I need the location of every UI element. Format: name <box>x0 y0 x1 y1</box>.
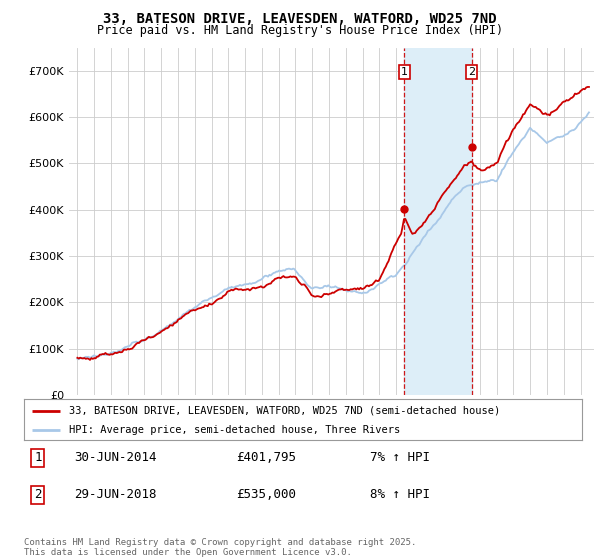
Text: 33, BATESON DRIVE, LEAVESDEN, WATFORD, WD25 7ND: 33, BATESON DRIVE, LEAVESDEN, WATFORD, W… <box>103 12 497 26</box>
Text: 8% ↑ HPI: 8% ↑ HPI <box>370 488 430 501</box>
Text: Price paid vs. HM Land Registry's House Price Index (HPI): Price paid vs. HM Land Registry's House … <box>97 24 503 36</box>
Text: 7% ↑ HPI: 7% ↑ HPI <box>370 451 430 464</box>
Text: 33, BATESON DRIVE, LEAVESDEN, WATFORD, WD25 7ND (semi-detached house): 33, BATESON DRIVE, LEAVESDEN, WATFORD, W… <box>68 405 500 416</box>
Text: 2: 2 <box>34 488 42 501</box>
Text: 1: 1 <box>401 67 408 77</box>
Bar <box>404 48 472 395</box>
Text: £535,000: £535,000 <box>236 488 296 501</box>
Text: 1: 1 <box>34 451 42 464</box>
Text: HPI: Average price, semi-detached house, Three Rivers: HPI: Average price, semi-detached house,… <box>68 424 400 435</box>
Text: 2: 2 <box>468 67 475 77</box>
Text: 29-JUN-2018: 29-JUN-2018 <box>74 488 157 501</box>
Text: £401,795: £401,795 <box>236 451 296 464</box>
Text: Contains HM Land Registry data © Crown copyright and database right 2025.
This d: Contains HM Land Registry data © Crown c… <box>24 538 416 557</box>
Text: 30-JUN-2014: 30-JUN-2014 <box>74 451 157 464</box>
